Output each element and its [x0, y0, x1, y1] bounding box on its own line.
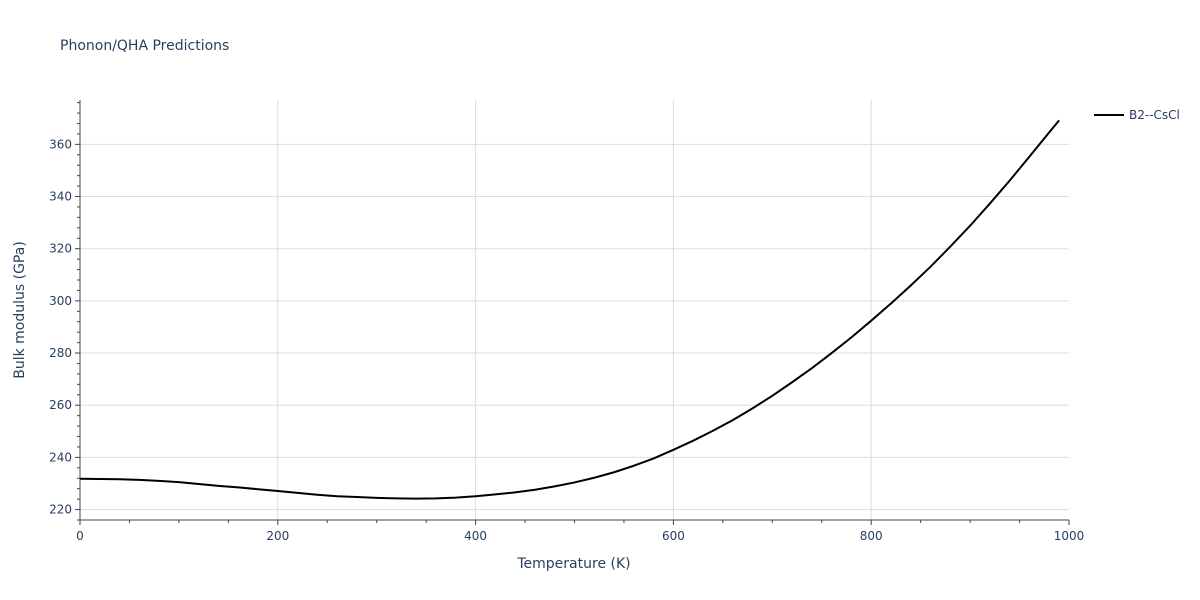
series-layer [79, 119, 1060, 500]
y-tick-label-220: 220 [49, 503, 72, 517]
x-tick-label-600: 600 [662, 529, 685, 543]
y-tick-label-340: 340 [49, 190, 72, 204]
y-tick-label-300: 300 [49, 294, 72, 308]
legend-label-b2-cscl: B2--CsCl [1129, 108, 1180, 122]
y-tick-label-280: 280 [49, 346, 72, 360]
x-axis-title: Temperature (K) [516, 556, 630, 572]
x-tick-label-200: 200 [266, 529, 289, 543]
chart-title: Phonon/QHA Predictions [60, 38, 229, 54]
x-tick-label-800: 800 [860, 529, 883, 543]
series-line-b2-cscl[interactable] [79, 119, 1060, 500]
y-tick-label-240: 240 [49, 450, 72, 464]
y-tick-label-320: 320 [49, 242, 72, 256]
x-tick-label-0: 0 [76, 529, 84, 543]
legend[interactable]: B2--CsCl [1094, 108, 1180, 122]
y-tick-label-360: 360 [49, 137, 72, 151]
x-tick-label-1000: 1000 [1054, 529, 1085, 543]
y-axis-title: Bulk modulus (GPa) [12, 241, 28, 379]
grid-layer [80, 100, 1069, 520]
y-tick-label-260: 260 [49, 398, 72, 412]
axes-layer: 220 240 260 280 300 320 340 360 0 200 400 600 800 100… [49, 100, 1084, 543]
x-tick-label-400: 400 [464, 529, 487, 543]
